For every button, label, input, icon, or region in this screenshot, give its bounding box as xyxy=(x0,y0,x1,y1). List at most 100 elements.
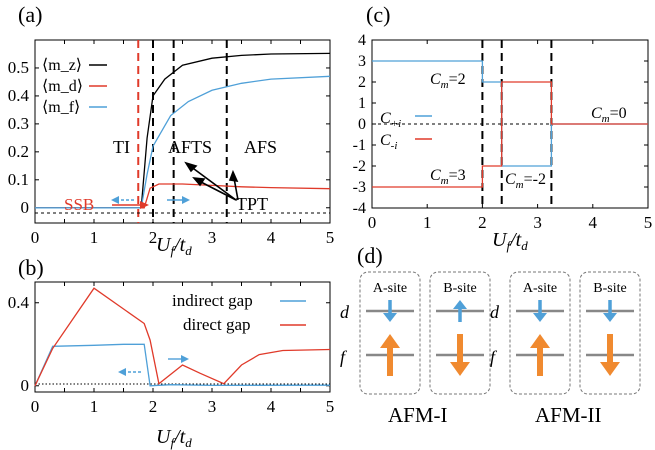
spin-arrowhead xyxy=(380,334,400,348)
annotation-cm-minus2: Cm=-2 xyxy=(505,171,546,191)
x-tick-label: 4 xyxy=(267,228,276,247)
spin-arrowhead xyxy=(600,362,620,376)
tpt-arrowhead-2 xyxy=(192,177,206,187)
legend-mz-label: ⟨m_z⟩ xyxy=(42,57,82,74)
panel-a-x-ticks: 0 1 2 3 4 5 xyxy=(31,40,335,247)
blue-arrowhead-left xyxy=(111,196,119,204)
group-label-afm2: AFM-II xyxy=(535,403,602,427)
y-tick-label: 0.4 xyxy=(8,86,30,105)
panel-c-legend: C+i C-i xyxy=(380,110,432,152)
tpt-arrowhead-1 xyxy=(184,161,198,173)
x-tick-label: 5 xyxy=(326,228,335,247)
site-title: A-site xyxy=(373,281,407,296)
site-title: B-site xyxy=(443,281,476,296)
y-tick-label: 0 xyxy=(21,198,30,217)
y-tick-label: 0.1 xyxy=(8,170,29,189)
spin-arrowhead xyxy=(533,313,547,322)
annotation-ti: TI xyxy=(113,137,130,157)
x-tick-label: 0 xyxy=(368,213,377,232)
x-tick-label: 3 xyxy=(208,228,217,247)
legend-cmi-label: C-i xyxy=(380,132,397,152)
site-title: A-site xyxy=(523,281,557,296)
panel-b-series xyxy=(34,287,331,387)
row-label-d-right: d xyxy=(490,302,500,322)
row-label-d-left: d xyxy=(340,302,350,322)
tpt-arrows xyxy=(184,161,239,201)
x-tick-label: 1 xyxy=(423,213,432,232)
x-tick-label: 2 xyxy=(149,397,158,416)
series-line-1 xyxy=(372,81,648,188)
site-box xyxy=(429,271,491,395)
y-tick-label: 0.3 xyxy=(8,114,29,133)
y-tick-label: 0 xyxy=(21,376,30,395)
legend-direct-label: direct gap xyxy=(183,315,251,334)
y-tick-label: -1 xyxy=(353,137,366,154)
panel-a-y-ticks: 0 0.1 0.2 0.3 0.4 0.5 xyxy=(8,58,330,217)
y-tick-label: 0.2 xyxy=(8,142,29,161)
annotation-ssb: SSB xyxy=(64,195,94,214)
row-label-f-right: f xyxy=(490,347,498,367)
site-box xyxy=(579,271,641,395)
panel-b-label: (b) xyxy=(18,255,44,280)
panel-a-series xyxy=(35,52,331,209)
legend-indirect-label: indirect gap xyxy=(172,291,253,310)
x-tick-label: 1 xyxy=(90,397,99,416)
panel-c-label: (c) xyxy=(366,2,390,27)
x-tick-label: 3 xyxy=(533,213,542,232)
blue-arrowhead-right xyxy=(182,196,190,204)
x-tick-label: 5 xyxy=(644,213,653,232)
panel-a-label: (a) xyxy=(18,2,42,27)
site-title: B-site xyxy=(593,281,626,296)
tpt-arrow-2 xyxy=(198,180,237,201)
panel-a-legend: ⟨m_z⟩ ⟨m_d⟩ ⟨m_f⟩ xyxy=(42,57,107,116)
y-tick-label: 0 xyxy=(358,116,366,133)
series-line-0 xyxy=(34,343,331,387)
panel-c-series xyxy=(372,60,648,188)
series-line-1 xyxy=(35,183,331,209)
series-line-0 xyxy=(35,52,331,209)
y-tick-label: 4 xyxy=(358,32,366,49)
y-tick-label: 0.4 xyxy=(8,293,30,312)
y-tick-label: 2 xyxy=(358,74,366,91)
x-tick-label: 0 xyxy=(31,228,40,247)
panel-d-label: (d) xyxy=(357,243,383,268)
y-tick-label: -3 xyxy=(353,179,366,196)
panel-c: (c) -4 -3 -2 -1 0 1 2 3 4 0 1 2 3 4 5 C+i C-i Cm=2 Cm… xyxy=(353,2,653,253)
annotation-tpt: TPT xyxy=(236,194,268,214)
legend-mf-label: ⟨m_f⟩ xyxy=(42,99,80,116)
x-tick-label: 4 xyxy=(267,397,276,416)
annotation-afs: AFS xyxy=(244,137,277,157)
annotation-cm2: Cm=2 xyxy=(430,71,466,91)
panel-b-legend: indirect gap direct gap xyxy=(172,291,306,334)
legend-cpi-label: C+i xyxy=(380,110,401,130)
panel-a-vlines xyxy=(137,40,228,223)
x-tick-label: 1 xyxy=(90,228,99,247)
site-box xyxy=(359,271,421,395)
panel-c-x-ticks: 0 1 2 3 4 5 xyxy=(368,40,653,232)
x-tick-label: 5 xyxy=(326,397,335,416)
site-box xyxy=(509,271,571,395)
panel-b-xlabel: Uf/td xyxy=(156,426,192,450)
spin-arrowhead xyxy=(453,300,467,309)
spin-arrowhead xyxy=(530,334,550,348)
b-blue-arrowhead-right xyxy=(181,355,189,363)
spin-arrowhead xyxy=(450,362,470,376)
x-tick-label: 3 xyxy=(208,397,217,416)
y-tick-label: 3 xyxy=(358,53,366,70)
ssb-arrowhead xyxy=(140,201,149,209)
panel-a: (a) 0 0.1 0.2 0.3 0.4 0.5 0 1 2 3 4 5 ⟨m_z⟩ ⟨m_d⟩ … xyxy=(8,2,335,258)
annotation-cm3: Cm=3 xyxy=(430,167,466,187)
legend-md-label: ⟨m_d⟩ xyxy=(42,78,83,95)
x-tick-label: 2 xyxy=(478,213,487,232)
x-tick-label: 4 xyxy=(589,213,598,232)
annotation-cm0: Cm=0 xyxy=(591,105,627,125)
y-tick-label: -4 xyxy=(353,200,366,217)
panel-a-xlabel: Uf/td xyxy=(156,234,192,258)
spin-diagram: A-site B-site A-site B-site xyxy=(359,271,641,395)
panel-d: (d) d f d f A-site B-site A-site B-site AFM… xyxy=(340,243,641,427)
panel-b-x-ticks: 0 1 2 3 4 5 xyxy=(31,282,335,416)
series-line-2 xyxy=(35,75,331,209)
y-tick-label: 1 xyxy=(358,95,366,112)
